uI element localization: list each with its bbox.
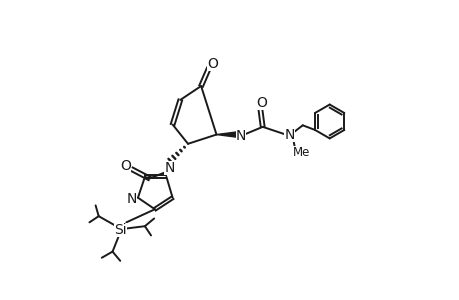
Text: N: N	[164, 161, 174, 176]
Text: O: O	[256, 96, 267, 110]
Text: N: N	[235, 129, 246, 143]
Text: Si: Si	[114, 223, 126, 237]
Text: O: O	[120, 159, 131, 173]
Text: O: O	[207, 58, 218, 71]
Text: N: N	[284, 128, 294, 142]
Polygon shape	[216, 132, 237, 137]
Text: N: N	[126, 192, 137, 206]
Text: Me: Me	[292, 146, 309, 159]
